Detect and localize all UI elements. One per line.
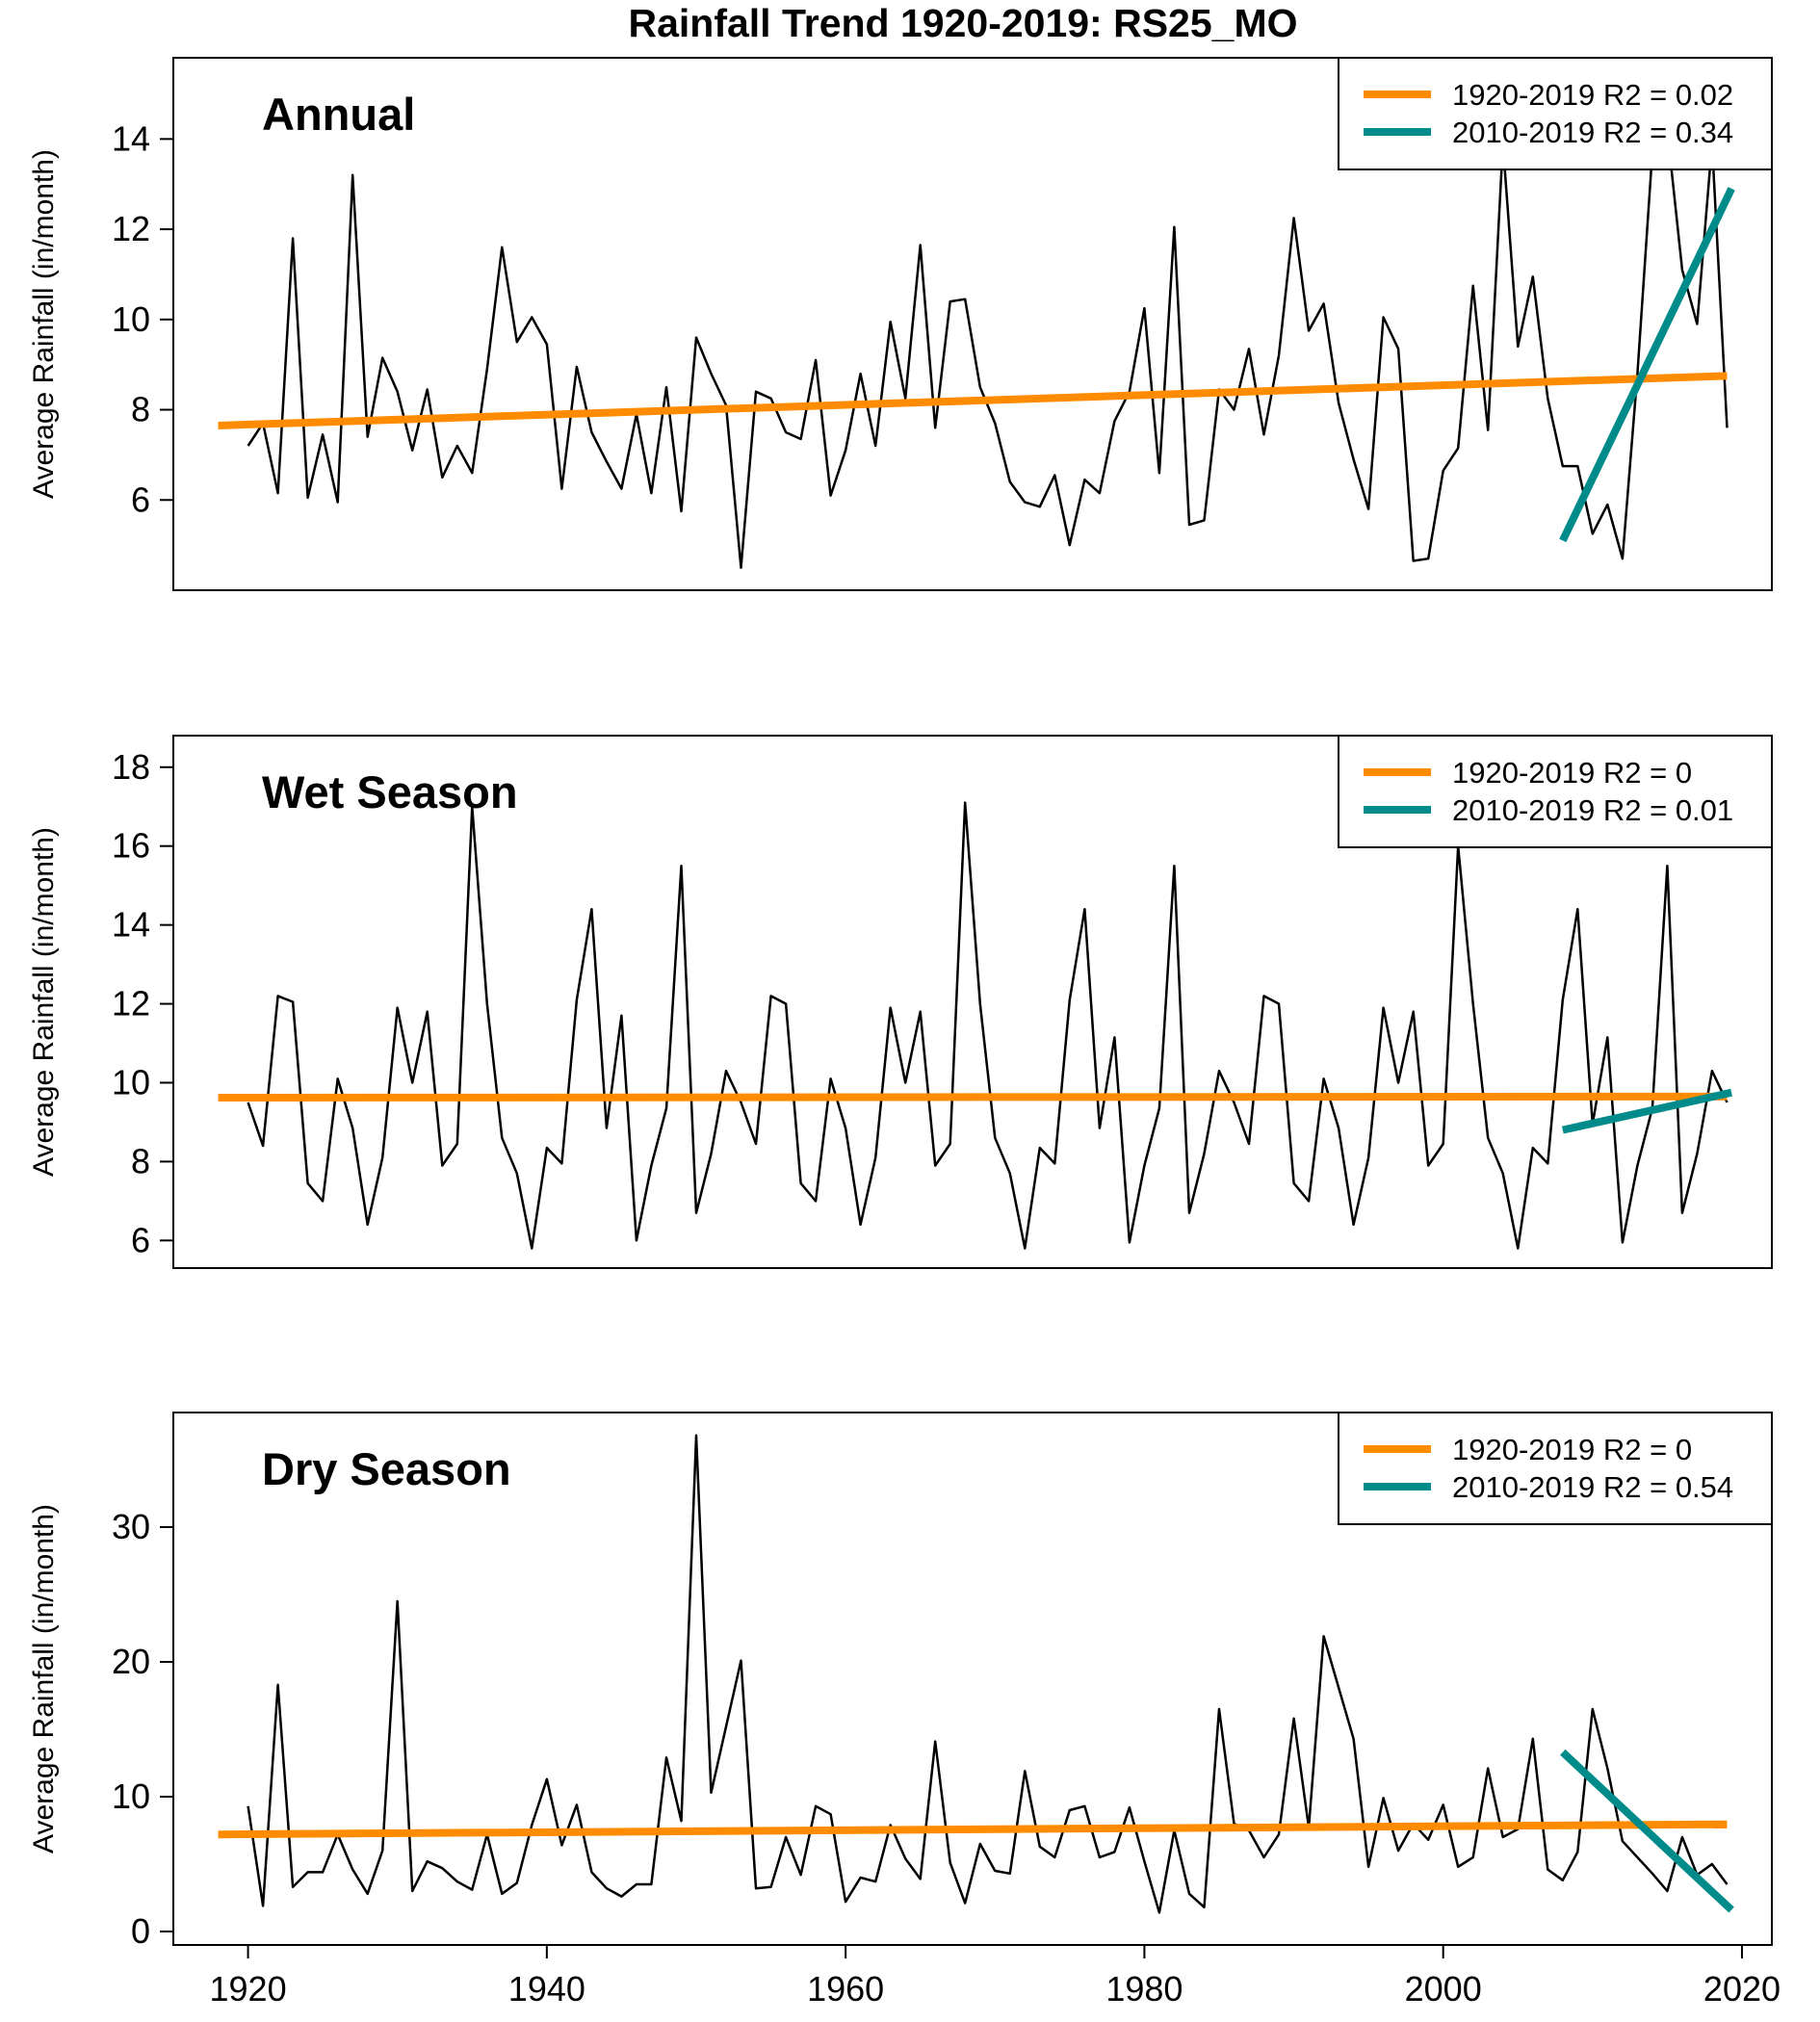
- y-tick-label: 10: [112, 1062, 150, 1102]
- legend-label: 2010-2019 R2 = 0.54: [1452, 1470, 1733, 1504]
- legend: 1920-2019 R2 = 0.02 2010-2019 R2 = 0.34: [1338, 57, 1773, 170]
- x-tick-label: 1920: [210, 1969, 287, 2009]
- panel-title: Dry Season: [262, 1443, 511, 1494]
- y-tick-label: 12: [112, 984, 150, 1024]
- x-tick-label: 1940: [508, 1969, 585, 2009]
- y-tick-label: 10: [112, 1776, 150, 1816]
- y-tick-label: 18: [112, 747, 150, 787]
- y-tick-label: 20: [112, 1642, 150, 1681]
- y-tick-label: 16: [112, 826, 150, 866]
- legend-box: [1338, 57, 1773, 170]
- y-axis-label: Average Rainfall (in/month): [28, 149, 60, 499]
- panel-wet-season: 6 8 10 12 14 16 18 Average Rainfall (in/month) W…: [28, 735, 1773, 1269]
- y-tick-label: 8: [131, 390, 150, 429]
- legend-box: [1338, 1412, 1773, 1525]
- rainfall-series-line: [247, 801, 1729, 1250]
- y-tick-label: 8: [131, 1141, 150, 1180]
- chart-panels: 6 8 10 12 14 Average Rainfall (in/month) Annua…: [28, 57, 1781, 2009]
- y-tick-label: 6: [131, 1220, 150, 1259]
- legend-label: 1920-2019 R2 = 0.02: [1452, 78, 1733, 112]
- trend-line-recent: [1560, 1749, 1734, 1913]
- panel-title: Wet Season: [262, 766, 518, 817]
- plot-frame: [172, 57, 1773, 591]
- rainfall-series-line: [247, 1434, 1729, 1914]
- y-tick-label: 30: [112, 1507, 150, 1546]
- legend-label: 2010-2019 R2 = 0.01: [1452, 793, 1733, 827]
- panel-title: Annual: [262, 89, 415, 140]
- legend: 1920-2019 R2 = 0 2010-2019 R2 = 0.54: [1338, 1412, 1773, 1525]
- x-tick-label: 2000: [1405, 1969, 1482, 2009]
- rainfall-series-line: [247, 128, 1729, 569]
- trend-line-full-period: [218, 372, 1728, 429]
- trend-line-full-period: [218, 1092, 1728, 1102]
- y-tick-label: 6: [131, 480, 150, 519]
- figure-title: Rainfall Trend 1920-2019: RS25_MO: [628, 1, 1297, 45]
- y-tick-label: 10: [112, 299, 150, 339]
- legend-label: 1920-2019 R2 = 0: [1452, 1433, 1692, 1466]
- panel-dry-season: 0 10 20 30 1920 1940 1960 1980 2000 2020 Average R…: [28, 1412, 1781, 2009]
- plot-frame: [172, 735, 1773, 1269]
- trend-line-recent: [1559, 187, 1735, 543]
- legend-label: 1920-2019 R2 = 0: [1452, 756, 1692, 790]
- legend-box: [1338, 735, 1773, 848]
- legend-label: 2010-2019 R2 = 0.34: [1452, 116, 1733, 149]
- y-tick-label: 0: [131, 1911, 150, 1951]
- y-axis-label: Average Rainfall (in/month): [28, 1504, 60, 1854]
- plot-frame: [172, 1412, 1773, 1946]
- x-tick-label: 1980: [1105, 1969, 1183, 2009]
- y-tick-label: 14: [112, 118, 150, 158]
- y-axis-label: Average Rainfall (in/month): [28, 827, 60, 1177]
- x-tick-label: 2020: [1703, 1969, 1781, 2009]
- trend-line-recent: [1561, 1088, 1732, 1134]
- y-tick-label: 14: [112, 905, 150, 945]
- y-tick-label: 12: [112, 209, 150, 248]
- panel-annual: 6 8 10 12 14 Average Rainfall (in/month) Annua…: [28, 57, 1773, 591]
- x-tick-label: 1960: [807, 1969, 884, 2009]
- trend-line-full-period: [218, 1820, 1728, 1839]
